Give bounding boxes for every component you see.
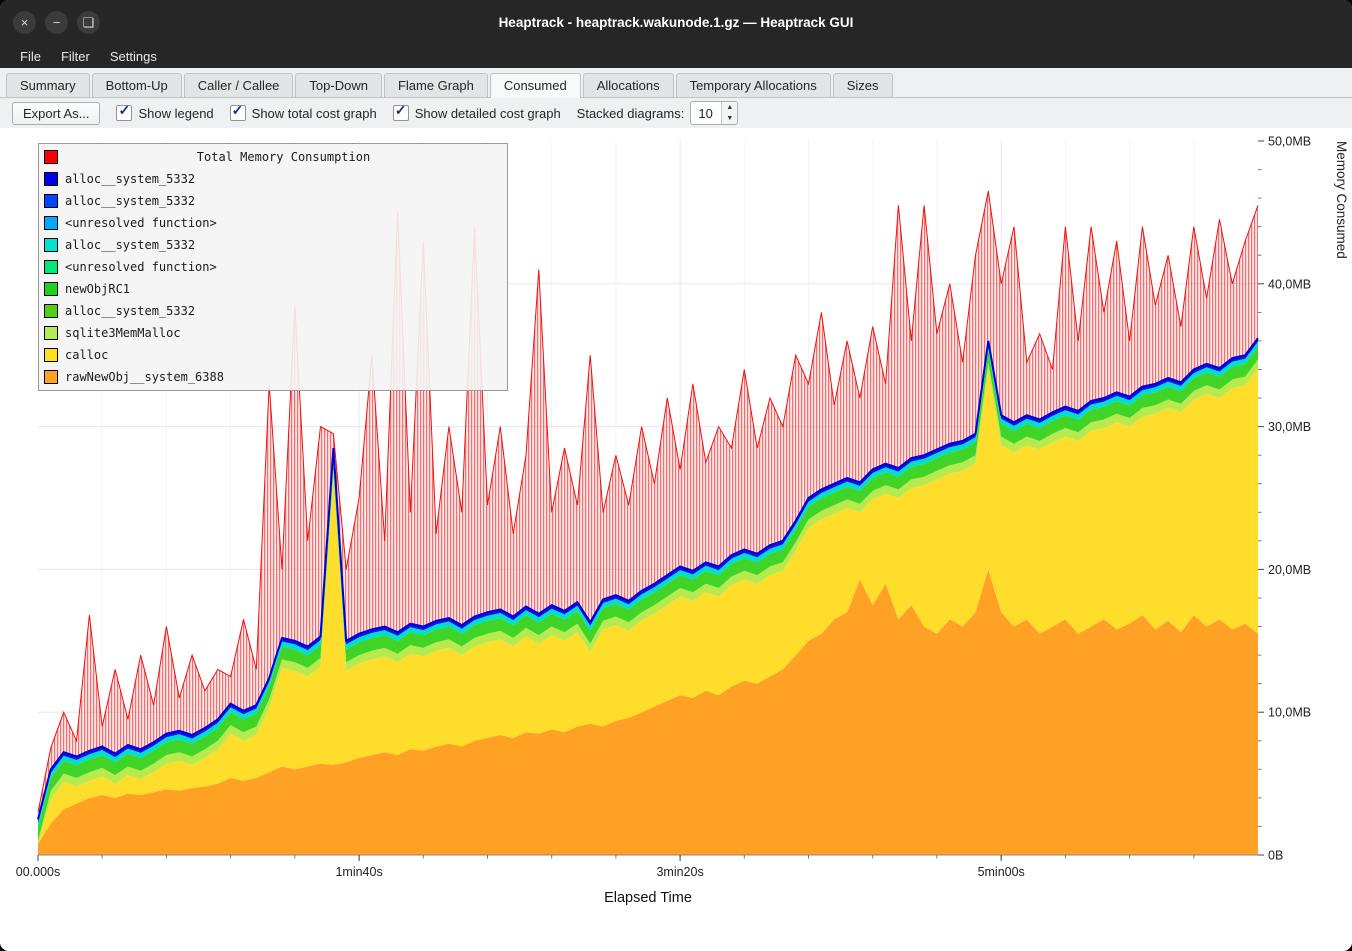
titlebar: × − ❏ Heaptrack - heaptrack.wakunode.1.g… — [0, 0, 1352, 44]
legend-swatch — [44, 260, 58, 274]
window-controls: × − ❏ — [13, 0, 100, 44]
close-button[interactable]: × — [13, 10, 36, 34]
spin-up-icon[interactable]: ▲ — [726, 104, 734, 111]
checkbox-label: Show detailed cost graph — [414, 105, 561, 121]
tab-summary[interactable]: Summary — [6, 73, 90, 97]
checkbox-label: Show total cost graph — [251, 105, 377, 121]
check-icon: ✓ — [394, 102, 407, 118]
tab-consumed[interactable]: Consumed — [489, 73, 581, 98]
tab-flame-graph[interactable]: Flame Graph — [383, 73, 488, 97]
legend-title: Total Memory Consumption — [196, 150, 371, 164]
legend-entry: alloc__system_5332 — [39, 168, 507, 190]
checkbox-label: Show legend — [138, 105, 214, 121]
stacked-diagrams-label: Stacked diagrams: — [576, 105, 685, 121]
svg-text:30,0MB: 30,0MB — [1268, 420, 1311, 434]
legend-label: alloc__system_5332 — [65, 238, 196, 252]
checkbox-box: ✓ — [392, 102, 409, 121]
checkbox-box: ✓ — [229, 102, 246, 121]
legend-label: calloc — [65, 348, 109, 362]
legend-label: alloc__system_5332 — [65, 194, 196, 208]
checkbox-show-total-cost-graph[interactable]: ✓ Show total cost graph — [229, 102, 377, 121]
close-icon: × — [20, 14, 29, 30]
legend-label: <unresolved function> — [65, 260, 217, 274]
svg-text:00.000s: 00.000s — [16, 865, 60, 879]
spinbox-value: 10 — [698, 105, 713, 121]
memory-consumption-chart: 00.000s 1min40s 3min20s 5min00s 0B 10,0MB 20,0… — [0, 128, 1352, 951]
checkbox-show-legend[interactable]: ✓ Show legend — [116, 102, 214, 121]
toolbar: Export As... ✓ Show legend ✓ Show total … — [0, 98, 1352, 128]
legend-entry: sqlite3MemMalloc — [39, 322, 507, 344]
chart-legend: Total Memory Consumption alloc__system_5… — [38, 143, 508, 391]
menu-settings[interactable]: Settings — [109, 48, 157, 64]
legend-label: alloc__system_5332 — [65, 172, 196, 186]
tab-bottom-up[interactable]: Bottom-Up — [91, 73, 182, 97]
stacked-diagrams-spinbox[interactable]: 10 ▲ ▼ — [690, 101, 739, 125]
legend-entry: alloc__system_5332 — [39, 190, 507, 212]
checkbox-box: ✓ — [116, 102, 133, 121]
legend-swatch — [44, 216, 58, 230]
legend-swatch — [44, 348, 58, 362]
svg-text:5min00s: 5min00s — [978, 865, 1025, 879]
svg-text:20,0MB: 20,0MB — [1268, 563, 1311, 577]
y-axis-title: Memory Consumed — [1334, 141, 1349, 259]
minimize-button[interactable]: − — [45, 10, 68, 34]
legend-entry: <unresolved function> — [39, 212, 507, 234]
legend-label: rawNewObj__system_6388 — [65, 370, 224, 384]
tab-allocations[interactable]: Allocations — [582, 73, 674, 97]
svg-text:0B: 0B — [1268, 849, 1283, 863]
legend-swatch — [44, 238, 58, 252]
legend-entry: alloc__system_5332 — [39, 300, 507, 322]
menubar: File Filter Settings — [0, 44, 1352, 68]
spin-down-icon[interactable]: ▼ — [726, 115, 734, 122]
legend-swatch — [44, 194, 58, 208]
svg-text:1min40s: 1min40s — [335, 865, 382, 879]
legend-entry: newObjRC1 — [39, 278, 507, 300]
legend-swatch — [44, 370, 58, 384]
consumption-plot[interactable]: 00.000s 1min40s 3min20s 5min00s 0B 10,0MB 20,0… — [16, 135, 1338, 896]
menu-file[interactable]: File — [20, 48, 41, 64]
minimize-icon: − — [52, 14, 61, 30]
check-icon: ✓ — [231, 102, 244, 118]
maximize-button[interactable]: ❏ — [77, 10, 100, 34]
tab-sizes[interactable]: Sizes — [832, 73, 893, 97]
legend-label: alloc__system_5332 — [65, 304, 196, 318]
checkbox-show-detailed-cost-graph[interactable]: ✓ Show detailed cost graph — [392, 102, 561, 121]
legend-entry: rawNewObj__system_6388 — [39, 366, 507, 388]
legend-entry: <unresolved function> — [39, 256, 507, 278]
menu-filter[interactable]: Filter — [60, 48, 90, 64]
legend-swatch — [44, 172, 58, 186]
export-as-button[interactable]: Export As... — [12, 101, 101, 125]
legend-swatch — [44, 326, 58, 340]
legend-label: newObjRC1 — [65, 282, 131, 296]
check-icon: ✓ — [118, 102, 131, 118]
svg-text:10,0MB: 10,0MB — [1268, 706, 1311, 720]
x-axis-title: Elapsed Time — [604, 890, 692, 906]
legend-title-row: Total Memory Consumption — [39, 146, 507, 168]
window-title: Heaptrack - heaptrack.wakunode.1.gz — He… — [498, 14, 854, 30]
legend-label: sqlite3MemMalloc — [65, 326, 181, 340]
legend-entry: calloc — [39, 344, 507, 366]
svg-text:50,0MB: 50,0MB — [1268, 135, 1311, 149]
spinbox-buttons: ▲ ▼ — [721, 102, 738, 124]
maximize-icon: ❏ — [82, 14, 95, 30]
tab-temporary-allocations[interactable]: Temporary Allocations — [675, 73, 831, 97]
svg-text:3min20s: 3min20s — [656, 865, 703, 879]
legend-swatch — [44, 304, 58, 318]
legend-swatch — [44, 150, 58, 164]
tab-top-down[interactable]: Top-Down — [295, 73, 382, 97]
legend-swatch — [44, 282, 58, 296]
tab-caller-callee[interactable]: Caller / Callee — [183, 73, 294, 97]
svg-text:40,0MB: 40,0MB — [1268, 277, 1311, 291]
legend-entry: alloc__system_5332 — [39, 234, 507, 256]
tab-bar: Summary Bottom-Up Caller / Callee Top-Do… — [0, 68, 1352, 98]
legend-label: <unresolved function> — [65, 216, 217, 230]
